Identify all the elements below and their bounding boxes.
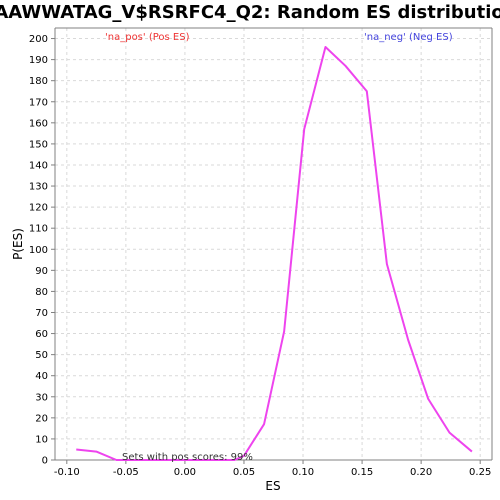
y-tick-label: 180: [29, 76, 48, 87]
y-tick-label: 170: [29, 97, 48, 108]
x-tick-label: 0.20: [410, 467, 432, 478]
y-tick-label: 120: [29, 203, 48, 214]
y-tick-label: 90: [35, 266, 48, 277]
chart-title: TAAWWATAG_V$RSRFC4_Q2: Random ES distrib…: [0, 2, 500, 23]
pos-scores-annotation: Sets with pos scores: 99%: [122, 452, 253, 463]
y-tick-label: 140: [29, 160, 48, 171]
y-tick-label: 50: [35, 350, 48, 361]
x-axis-label: ES: [265, 479, 280, 493]
pos-es-label: 'na_pos' (Pos ES): [105, 32, 190, 43]
y-tick-label: 30: [35, 392, 48, 403]
y-tick-label: 160: [29, 118, 48, 129]
x-tick-label: 0.25: [469, 467, 491, 478]
neg-es-label: 'na_neg' (Neg ES): [364, 32, 453, 43]
y-tick-label: 70: [35, 308, 48, 319]
x-tick-label: -0.10: [54, 467, 80, 478]
series-group: [76, 45, 473, 461]
grid: [55, 28, 492, 461]
y-tick-label: 190: [29, 55, 48, 66]
x-tick-label: 0.05: [233, 467, 255, 478]
y-tick-label: 40: [35, 371, 48, 382]
y-tick-label: 10: [35, 434, 48, 445]
y-tick-label: 100: [29, 245, 48, 256]
y-tick-label: 0: [42, 456, 48, 467]
x-tick-label: 0.10: [292, 467, 314, 478]
x-tick-label: 0.00: [174, 467, 196, 478]
y-tick-label: 200: [29, 34, 48, 45]
y-tick-label: 130: [29, 182, 48, 193]
y-tick-label: 80: [35, 287, 48, 298]
y-tick-label: 150: [29, 139, 48, 150]
y-tick-label: 110: [29, 224, 48, 235]
y-axis-label: P(ES): [11, 228, 25, 260]
y-tick-label: 60: [35, 329, 48, 340]
y-axis-ticks: 0 10 20 30 40 50 60 70 80 90 100 110 120 130 140 150 160…: [29, 34, 55, 467]
x-tick-label: 0.15: [351, 467, 373, 478]
series-line: [76, 45, 473, 461]
y-tick-label: 20: [35, 413, 48, 424]
x-tick-label: -0.05: [113, 467, 139, 478]
